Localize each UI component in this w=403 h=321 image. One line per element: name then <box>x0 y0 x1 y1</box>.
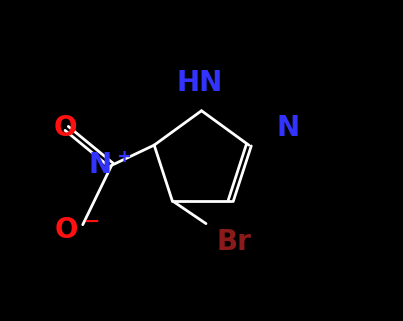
Text: N: N <box>276 114 300 143</box>
Text: Br: Br <box>216 228 251 256</box>
Text: +: + <box>116 148 131 166</box>
Text: O: O <box>54 215 78 244</box>
Text: O: O <box>53 114 77 143</box>
Text: −: − <box>84 212 101 231</box>
Text: HN: HN <box>177 69 223 98</box>
Text: N: N <box>89 151 112 179</box>
